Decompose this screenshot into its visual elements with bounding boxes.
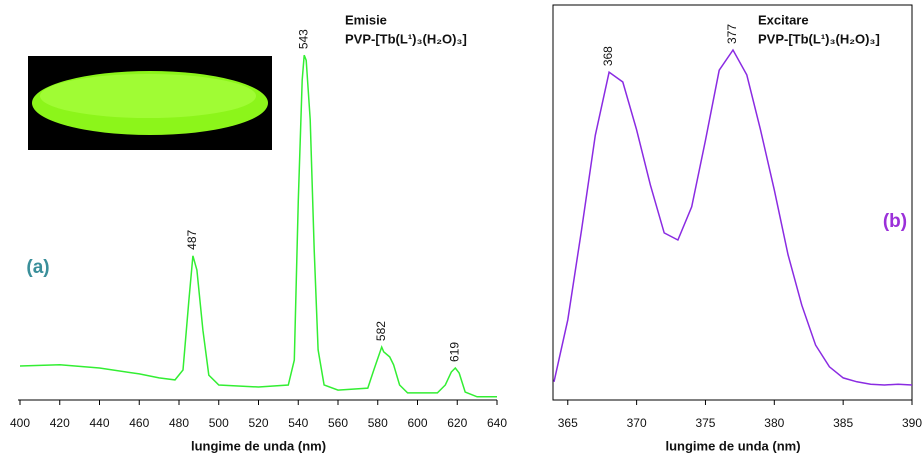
x-tick-label: 580: [368, 416, 388, 430]
peak-label: 368: [601, 46, 615, 66]
x-tick-label: 540: [288, 416, 308, 430]
peak-label: 543: [296, 29, 310, 49]
x-tick-label: 560: [328, 416, 348, 430]
x-tick-label: 440: [89, 416, 109, 430]
x-tick-label: 480: [169, 416, 189, 430]
peak-label: 487: [185, 229, 199, 249]
peak-label: 582: [374, 321, 388, 341]
panel-frame: [552, 4, 913, 401]
peak-label: 619: [447, 342, 461, 362]
chart-subtitle: PVP-[Tb(L¹)₃(H₂O)₃]: [345, 31, 467, 46]
inset-photo: [28, 56, 272, 150]
chart-title: Emisie: [345, 12, 387, 27]
x-tick-label: 380: [764, 416, 784, 430]
x-tick-label: 520: [248, 416, 268, 430]
panel-label: (b): [883, 211, 907, 232]
panel-label: (a): [26, 257, 49, 278]
x-tick-label: 620: [447, 416, 467, 430]
x-tick-label: 390: [902, 416, 922, 430]
x-tick-label: 640: [487, 416, 507, 430]
x-tick-label: 400: [10, 416, 30, 430]
x-tick-label: 500: [209, 416, 229, 430]
chart-subtitle: PVP-[Tb(L¹)₃(H₂O)₃]: [758, 31, 880, 46]
line: [553, 48, 913, 386]
x-tick-label: 365: [558, 416, 578, 430]
x-tick-label: 385: [833, 416, 853, 430]
x-tick-label: 375: [695, 416, 715, 430]
peak-label: 377: [725, 24, 739, 44]
x-axis-label: lungime de unda (nm): [665, 438, 800, 453]
x-tick-label: 600: [407, 416, 427, 430]
chart-title: Excitare: [758, 12, 809, 27]
x-tick-label: 460: [129, 416, 149, 430]
x-tick-label: 370: [627, 416, 647, 430]
x-axis-label: lungime de unda (nm): [191, 438, 326, 453]
line: [19, 54, 497, 398]
x-tick-label: 420: [50, 416, 70, 430]
